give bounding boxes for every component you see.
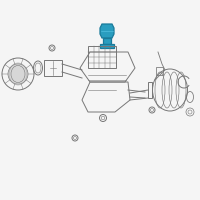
- Polygon shape: [100, 24, 114, 38]
- Polygon shape: [100, 44, 114, 48]
- Ellipse shape: [9, 63, 27, 85]
- Polygon shape: [103, 38, 111, 44]
